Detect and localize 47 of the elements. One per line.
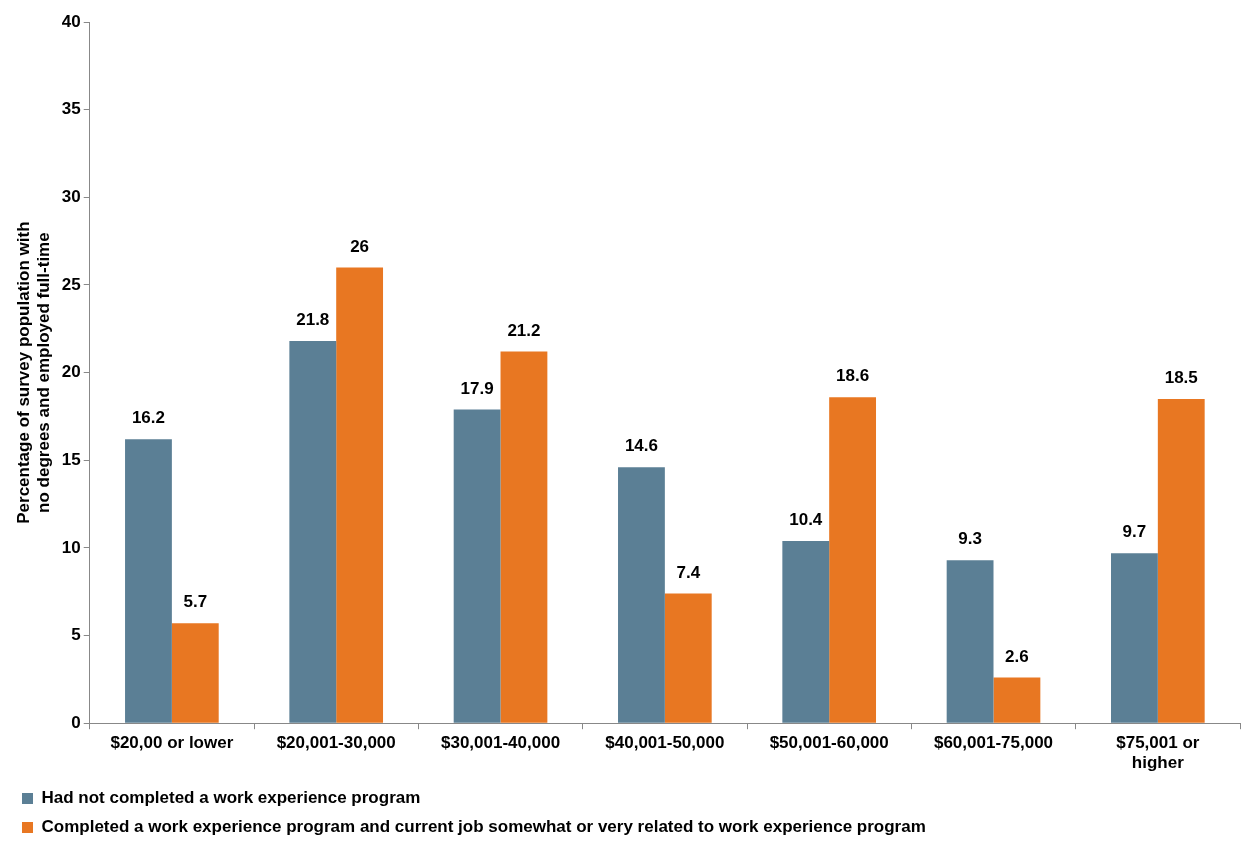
legend-label: Had not completed a work experience program <box>41 788 421 808</box>
data-label: 18.5 <box>1164 368 1198 388</box>
data-label: 9.3 <box>958 529 982 549</box>
data-label: 5.7 <box>183 592 208 612</box>
y-tick-label: 15 <box>61 449 81 469</box>
bar <box>1111 553 1158 723</box>
x-tick-label: $20,00 or lower <box>110 733 234 753</box>
data-label: 16.2 <box>131 408 165 428</box>
y-tick-label: 20 <box>61 362 81 382</box>
x-tick-label: $50,001-60,000 <box>769 733 889 753</box>
bar <box>336 267 384 723</box>
bar <box>664 593 712 723</box>
bar <box>1157 398 1205 723</box>
y-tick-label: 0 <box>71 712 81 732</box>
bar <box>171 623 219 723</box>
y-tick-label: 40 <box>61 11 81 31</box>
x-tick-label: $60,001-75,000 <box>933 733 1054 753</box>
data-label: 21.8 <box>296 310 330 330</box>
x-tick-label: $30,001-40,000 <box>440 733 561 753</box>
y-tick-label: 10 <box>61 537 81 557</box>
bar <box>782 540 830 723</box>
bar <box>993 677 1041 723</box>
data-label: 26 <box>350 236 370 256</box>
y-tick-label: 25 <box>61 274 81 294</box>
data-label: 2.6 <box>1005 646 1029 666</box>
bar <box>125 439 172 723</box>
data-label: 10.4 <box>789 510 823 530</box>
y-tick-label: 5 <box>71 625 81 645</box>
data-label: 18.6 <box>836 366 870 386</box>
data-label: 17.9 <box>460 378 494 398</box>
data-label: 14.6 <box>624 436 658 456</box>
y-tick-label: 30 <box>61 186 81 206</box>
bar <box>453 409 501 723</box>
bar <box>618 467 665 723</box>
bar <box>289 341 337 723</box>
legend-label: Completed a work experience program and current job somewhat or very related to work experience program <box>41 817 926 837</box>
bar <box>829 397 877 723</box>
data-label: 21.2 <box>507 320 541 340</box>
bar <box>946 560 994 723</box>
y-tick-label: 35 <box>61 99 81 119</box>
data-label: 7.4 <box>676 562 701 582</box>
x-tick-label: $40,001-50,000 <box>605 733 725 753</box>
x-tick-label: $20,001-30,000 <box>276 733 396 753</box>
y-axis-title: Percentage of survey population with no degrees and employed full-time <box>13 221 54 524</box>
bar <box>500 351 548 723</box>
x-tick-label: $75,001 or higher <box>1116 733 1200 773</box>
data-label: 9.7 <box>1122 522 1147 542</box>
